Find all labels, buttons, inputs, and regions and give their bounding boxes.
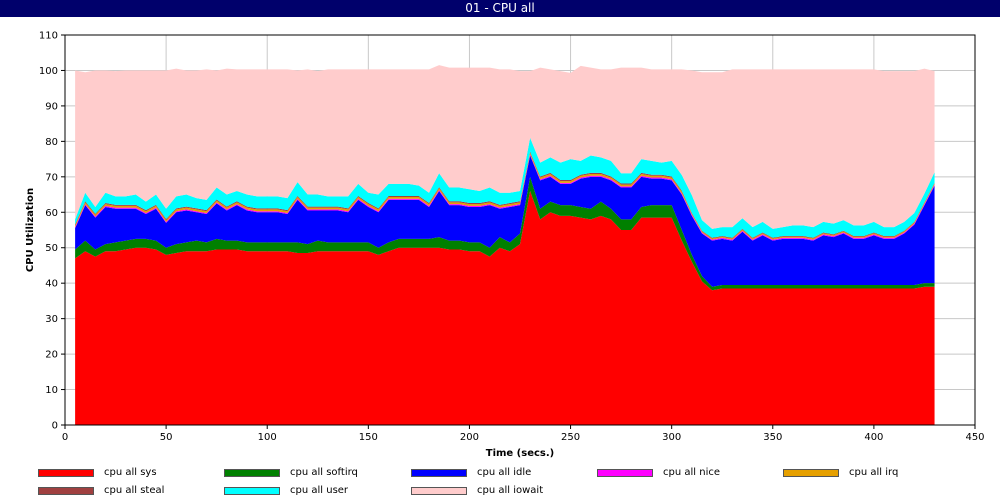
legend-swatch [224, 469, 280, 477]
area-series-7 [75, 65, 935, 229]
legend-label: cpu all user [290, 485, 349, 496]
x-tick-label: 200 [460, 432, 479, 443]
y-tick-label: 20 [45, 350, 58, 361]
plot-frame [64, 34, 976, 426]
y-tick-label: 80 [45, 137, 58, 148]
y-tick-label: 70 [45, 172, 58, 183]
y-tick-label: 90 [45, 101, 58, 112]
x-tick-label: 350 [763, 432, 782, 443]
area-series-0 [75, 191, 935, 425]
area-series-6 [75, 137, 935, 238]
legend: cpu all sys cpu all softirq cpu all idle cp… [0, 464, 1000, 504]
y-axis-label: CPU Utilization [25, 188, 36, 272]
legend-label: cpu all irq [849, 467, 899, 478]
legend-swatch [411, 487, 467, 495]
legend-swatch [411, 469, 467, 477]
y-tick-label: 100 [39, 66, 58, 77]
y-tick-label: 30 [45, 314, 58, 325]
y-tick-label: 110 [39, 31, 58, 42]
legend-label: cpu all sys [104, 467, 157, 478]
stacked-areas [75, 65, 935, 425]
x-axis-label: Time (secs.) [486, 448, 555, 459]
y-tick-label: 10 [45, 385, 58, 396]
legend-swatch [224, 487, 280, 495]
area-series-2 [75, 155, 935, 287]
legend-swatch [38, 487, 94, 495]
y-tick-label: 60 [45, 208, 58, 219]
x-tick-label: 50 [160, 432, 173, 443]
x-tick-label: 400 [864, 432, 883, 443]
x-tick-label: 300 [662, 432, 681, 443]
legend-swatch [38, 469, 94, 477]
legend-label: cpu all softirq [290, 467, 358, 478]
legend-label: cpu all iowait [477, 485, 544, 496]
x-tick-label: 100 [258, 432, 277, 443]
x-tick-label: 0 [62, 432, 68, 443]
x-tick-label: 250 [561, 432, 580, 443]
y-axis-ticks: 0 10 20 30 40 50 60 70 80 90 100 110 [39, 31, 65, 432]
y-tick-label: 0 [52, 421, 58, 432]
x-axis-ticks: 0 50 100 150 200 250 300 350 400 450 [62, 425, 985, 443]
y-tick-label: 50 [45, 243, 58, 254]
x-tick-label: 150 [359, 432, 378, 443]
cpu-utilization-chart: 0 50 100 150 200 250 300 350 400 450 0 10 20 30 40 50 6… [25, 31, 985, 460]
x-tick-label: 450 [965, 432, 984, 443]
legend-label: cpu all steal [104, 485, 165, 496]
chart-title-bar: 01 - CPU all [0, 0, 1000, 17]
legend-label: cpu all nice [663, 467, 720, 478]
legend-label: cpu all idle [477, 467, 532, 478]
legend-swatch [597, 469, 653, 477]
legend-swatch [783, 469, 839, 477]
y-tick-label: 40 [45, 279, 58, 290]
